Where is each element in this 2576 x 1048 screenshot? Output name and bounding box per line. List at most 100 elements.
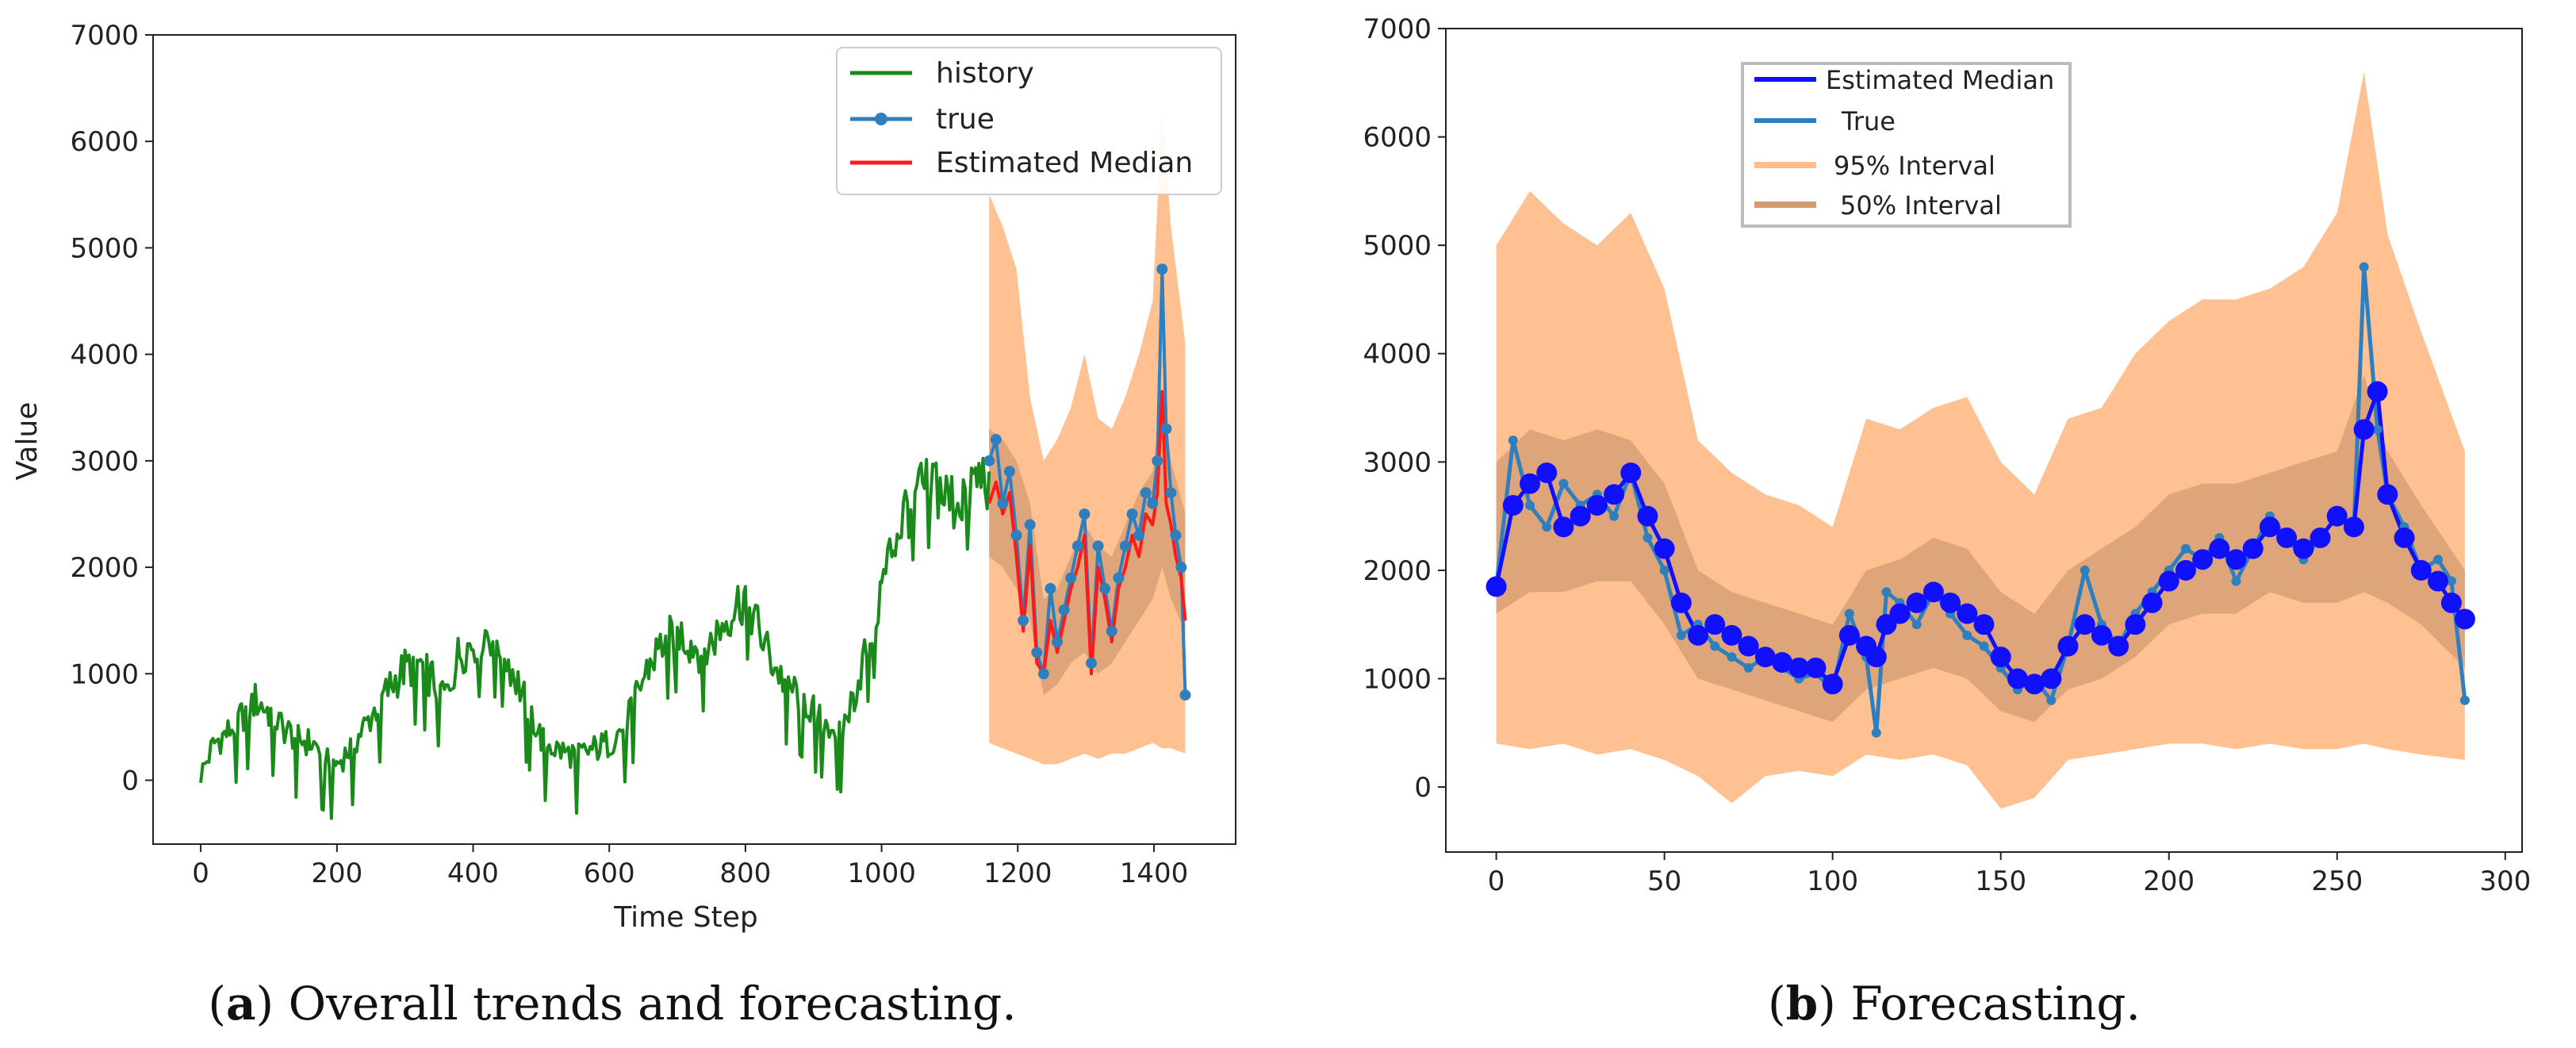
y-tick-label: 3000 [70, 446, 139, 478]
y-tick-label: 6000 [70, 126, 139, 158]
point-estimated-median [1838, 624, 1860, 646]
point-true [2231, 576, 2241, 586]
panel-a: 0 200 400 600 800 1000 1200 1400 0 1000 2000 3000 40… [11, 20, 1236, 1031]
x-tick-label: 300 [2479, 866, 2531, 897]
point-true [1010, 529, 1022, 541]
point-true [997, 497, 1009, 509]
point-estimated-median [2024, 674, 2045, 695]
legend-95-label: 95% Interval [1834, 151, 1995, 181]
point-estimated-median [1889, 603, 1911, 624]
point-estimated-median [2175, 559, 2196, 581]
point-estimated-median [2343, 516, 2364, 538]
point-estimated-median [2293, 538, 2314, 559]
point-estimated-median [1738, 635, 1759, 657]
point-true [1099, 582, 1111, 594]
point-true [1152, 455, 1163, 466]
y-tick-label: 5000 [70, 232, 139, 264]
point-estimated-median [1973, 614, 1995, 635]
point-true [990, 434, 1002, 445]
point-estimated-median [1604, 484, 1625, 505]
point-true [1175, 562, 1187, 574]
y-tick-label: 4000 [1363, 339, 1432, 370]
point-true [2046, 695, 2057, 705]
caption-a-label: a [226, 977, 256, 1031]
point-true [1119, 540, 1131, 552]
point-true [1058, 604, 1070, 616]
series-history [199, 456, 991, 820]
point-estimated-median [1654, 538, 1675, 559]
point-true [2432, 555, 2443, 565]
point-estimated-median [2091, 624, 2112, 646]
caption-a: (a) Overall trends and forecasting. [208, 977, 1016, 1031]
point-estimated-median [1721, 624, 1742, 646]
y-tick-label: 3000 [1363, 447, 1432, 478]
point-true [2359, 262, 2369, 272]
point-true [1156, 263, 1168, 275]
point-estimated-median [2007, 668, 2028, 689]
point-true [1079, 508, 1091, 520]
point-true [2446, 576, 2456, 586]
point-true [1045, 582, 1056, 594]
point-estimated-median [1772, 651, 1793, 673]
x-tick-label: 200 [2143, 866, 2195, 897]
point-estimated-median [2125, 614, 2146, 635]
point-estimated-median [1788, 657, 1810, 678]
point-true [1727, 652, 1737, 662]
point-estimated-median [2074, 614, 2095, 635]
y-tick-label: 0 [1414, 772, 1432, 804]
point-true [1710, 641, 1720, 651]
point-estimated-median [2041, 668, 2062, 689]
point-estimated-median [1637, 505, 1658, 527]
point-true [1643, 532, 1653, 543]
point-true [1979, 641, 1989, 651]
point-estimated-median [1922, 582, 1944, 603]
legend-history-label: history [936, 57, 1034, 90]
point-true [1844, 608, 1854, 619]
y-tick-label: 4000 [70, 340, 139, 371]
x-tick-label: 100 [1807, 866, 1858, 897]
legend-box [1741, 62, 2072, 228]
panel-b: 0 50 100 150 200 250 3000100020003000400050006… [1363, 13, 2531, 1031]
point-estimated-median [2225, 549, 2247, 570]
y-tick-label: 2000 [70, 552, 139, 584]
point-estimated-median [2410, 559, 2432, 581]
point-true [1031, 647, 1043, 658]
point-estimated-median [2158, 570, 2179, 592]
x-tick-label: 200 [311, 858, 362, 889]
y-tick-label: 5000 [1363, 230, 1432, 262]
plot-frame [152, 34, 1236, 845]
x-tick-label: 1400 [1120, 858, 1189, 889]
point-estimated-median [1670, 592, 1692, 613]
y-tick-label: 2000 [1363, 555, 1432, 587]
point-true [1659, 565, 1669, 575]
point-estimated-median [1570, 505, 1591, 527]
legend-median-label: Estimated Median [1826, 65, 2054, 95]
point-estimated-median [1688, 624, 1709, 646]
point-estimated-median [1520, 473, 1541, 494]
legend-box [836, 47, 1222, 195]
point-estimated-median [2377, 484, 2398, 505]
point-estimated-median [1502, 494, 1524, 516]
point-estimated-median [1485, 576, 1507, 597]
point-true [1092, 540, 1104, 552]
point-true [983, 455, 995, 466]
point-estimated-median [2276, 527, 2298, 548]
point-true [1881, 587, 1892, 597]
x-axis-label: Time Step [613, 901, 758, 934]
point-true [1962, 630, 1972, 640]
point-true [1106, 625, 1117, 637]
point-true [1743, 662, 1754, 673]
point-estimated-median [2310, 527, 2331, 548]
point-true [1525, 500, 1535, 510]
point-estimated-median [2440, 592, 2462, 613]
point-estimated-median [2242, 538, 2264, 559]
point-estimated-median [2108, 635, 2129, 657]
point-true [1140, 487, 1152, 499]
point-true [2372, 424, 2382, 435]
point-true [2180, 543, 2191, 554]
point-true [1086, 657, 1097, 669]
legend-50-label: 50% Interval [1840, 190, 2002, 221]
x-tick-label: 1200 [983, 858, 1052, 889]
point-estimated-median [2367, 381, 2388, 402]
